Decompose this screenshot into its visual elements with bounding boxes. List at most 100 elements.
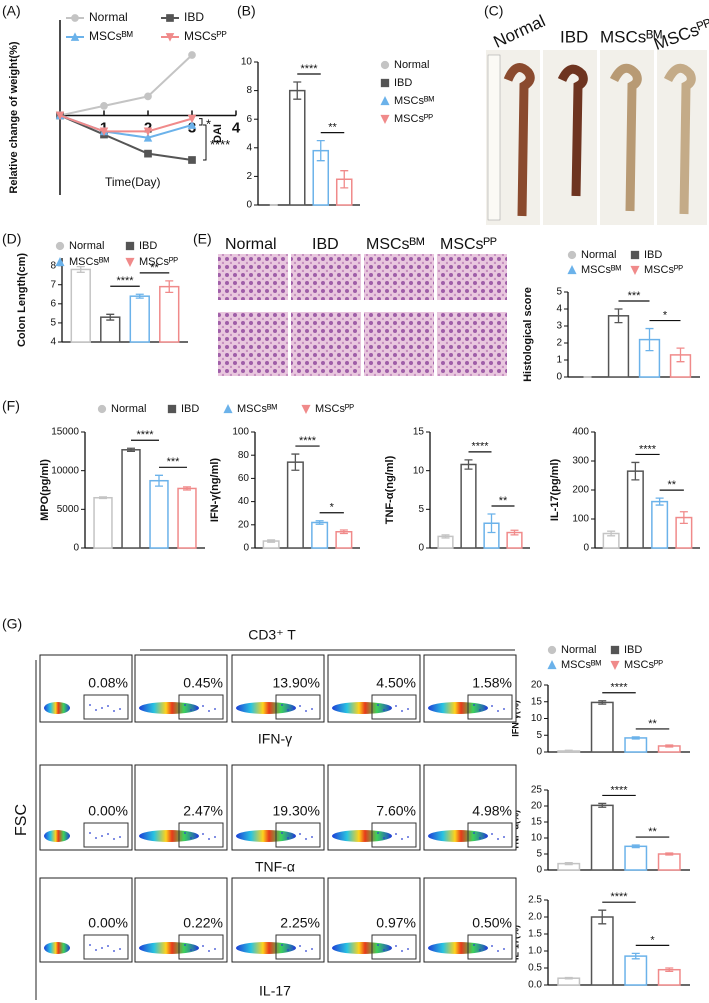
photo-label: MSCsᴾᴾ xyxy=(651,15,709,54)
y-tick-label: 20 xyxy=(531,801,543,812)
legend-label: MSCsᴮᴹ xyxy=(394,95,435,107)
significance-label: ** xyxy=(648,718,657,730)
gate xyxy=(178,822,224,848)
density-blob xyxy=(332,830,392,842)
legend-marker xyxy=(55,257,65,267)
error-bar xyxy=(165,280,174,294)
y-tick-label: 10 xyxy=(531,713,543,724)
y-tick-label: 40 xyxy=(238,496,250,507)
legend-marker xyxy=(610,660,620,670)
event-dot xyxy=(196,835,198,837)
legend-marker xyxy=(70,32,80,41)
y-tick-label: 2.5 xyxy=(528,895,542,906)
significance-label: **** xyxy=(299,435,317,447)
y-tick-label: 10 xyxy=(241,57,253,68)
gate-percent: 0.00% xyxy=(88,915,128,931)
data-point xyxy=(55,111,65,121)
bar xyxy=(149,479,169,549)
row-label: IL-17 xyxy=(259,983,291,999)
event-dot xyxy=(389,707,391,709)
event-dot xyxy=(497,950,499,952)
significance-label: *** xyxy=(628,290,642,302)
legend-marker xyxy=(547,645,557,655)
gate xyxy=(371,694,417,720)
y-tick-label: 300 xyxy=(572,456,589,467)
y-tick-label: 5 xyxy=(536,730,542,741)
density-blob xyxy=(236,702,296,714)
legend-label: MSCsᴾᴾ xyxy=(184,29,227,43)
event-dot xyxy=(184,704,186,706)
y-tick-label: 8 xyxy=(50,260,56,271)
gate-percent: 4.98% xyxy=(472,803,512,819)
legend-label: MSCsᴮᴹ xyxy=(561,659,602,671)
y-tick-label: 4 xyxy=(246,142,252,153)
legend-marker xyxy=(630,265,640,275)
error-bar xyxy=(315,520,324,525)
y-tick-label: 4 xyxy=(556,304,562,315)
y-tick-label: 25 xyxy=(531,785,543,796)
density-blob xyxy=(44,830,70,842)
event-dot xyxy=(184,944,186,946)
event-dot xyxy=(208,838,210,840)
event-dot xyxy=(202,705,204,707)
data-point xyxy=(187,120,197,129)
y-tick-label: 10 xyxy=(413,465,425,476)
event-dot xyxy=(293,707,295,709)
data-point xyxy=(144,92,152,101)
data-point xyxy=(143,127,153,137)
gate xyxy=(467,694,513,720)
event-dot xyxy=(214,836,216,838)
y-tick-label: 0 xyxy=(418,543,424,554)
legend-marker xyxy=(301,404,311,414)
significance-label: ** xyxy=(648,826,657,838)
gate xyxy=(275,822,321,848)
event-dot xyxy=(479,709,481,711)
event-dot xyxy=(389,947,391,949)
event-dot xyxy=(119,708,121,710)
bar xyxy=(624,845,648,871)
event-dot xyxy=(299,705,301,707)
density-blob xyxy=(332,942,392,954)
event-dot xyxy=(184,832,186,834)
legend-label: IBD xyxy=(624,644,642,656)
error-bar xyxy=(564,976,573,980)
event-dot xyxy=(497,710,499,712)
event-dot xyxy=(401,838,403,840)
event-dot xyxy=(89,944,91,946)
error-bar xyxy=(564,749,573,753)
event-dot xyxy=(299,945,301,947)
tissue-image xyxy=(218,312,288,376)
error-bar xyxy=(607,530,616,537)
density-blob xyxy=(236,830,296,842)
y-tick-label: 100 xyxy=(232,427,249,438)
bar xyxy=(607,315,630,378)
legend-marker xyxy=(223,404,233,414)
error-bar xyxy=(99,496,107,500)
significance-label: **** xyxy=(610,682,628,694)
panel-label: (B) xyxy=(237,3,256,19)
event-dot xyxy=(407,836,409,838)
density-blob xyxy=(428,830,488,842)
tissue-image xyxy=(291,312,361,376)
legend-marker xyxy=(630,250,640,260)
event-dot xyxy=(113,838,115,840)
error-bar xyxy=(441,534,450,539)
y-tick-label: 10 xyxy=(531,833,543,844)
event-dot xyxy=(95,837,97,839)
event-dot xyxy=(305,838,307,840)
event-dot xyxy=(281,704,283,706)
bar xyxy=(460,463,477,549)
event-dot xyxy=(214,708,216,710)
legend-label: MSCsᴾᴾ xyxy=(394,113,434,125)
gate-percent: 0.08% xyxy=(88,675,128,691)
event-dot xyxy=(491,945,493,947)
event-dot xyxy=(107,705,109,707)
y-tick-label: 0 xyxy=(246,200,252,211)
significance-label: * xyxy=(663,309,668,321)
gate xyxy=(275,694,321,720)
legend-marker xyxy=(567,265,577,275)
error-bar xyxy=(464,459,473,470)
y-tick-label: 80 xyxy=(238,450,250,461)
gate-percent: 7.60% xyxy=(376,803,416,819)
y-tick-label: 3 xyxy=(556,321,562,332)
